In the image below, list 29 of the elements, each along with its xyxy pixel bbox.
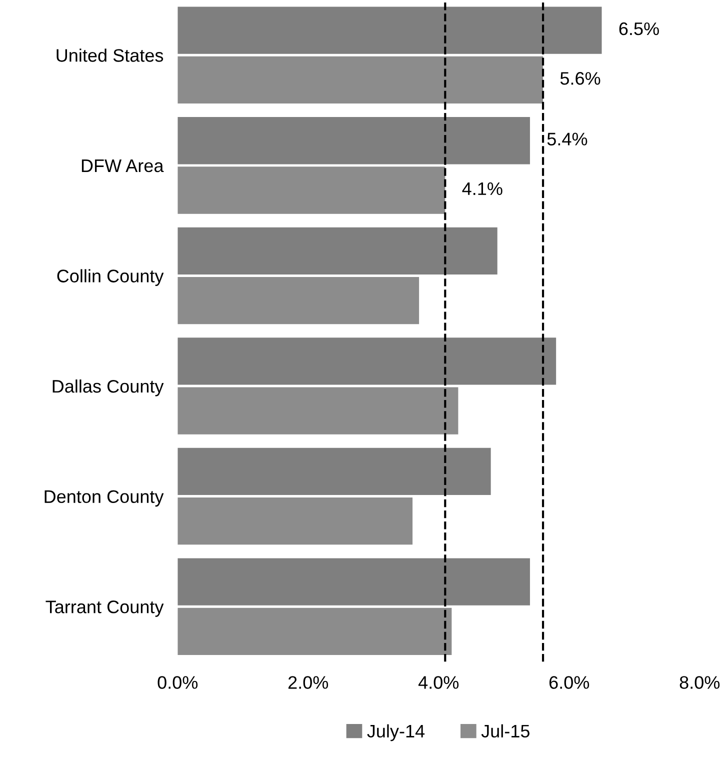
bar xyxy=(178,387,458,434)
data-label: 5.4% xyxy=(547,132,588,146)
bar xyxy=(178,448,491,496)
x-tick-label: 2.0% xyxy=(288,676,328,689)
bar xyxy=(178,227,498,274)
bar xyxy=(178,6,602,54)
bar xyxy=(178,498,413,545)
x-tick-label: 8.0% xyxy=(680,676,720,689)
bar xyxy=(178,338,556,385)
x-tick-label: 4.0% xyxy=(418,676,459,689)
data-label: 6.5% xyxy=(619,22,659,36)
y-tick-label: United States xyxy=(56,48,164,62)
y-tick-label: Collin County xyxy=(57,269,164,286)
bar xyxy=(178,608,452,655)
bar xyxy=(178,117,530,164)
data-label: 5.6% xyxy=(560,72,600,85)
bar xyxy=(178,166,446,214)
data-label: 4.1% xyxy=(462,182,502,196)
legend-label: July-14 xyxy=(367,724,425,742)
bar xyxy=(178,56,544,104)
y-tick-label: DFW Area xyxy=(82,160,164,172)
bar xyxy=(178,558,530,606)
bar xyxy=(178,276,420,324)
y-tick-label: Denton County xyxy=(44,490,164,507)
y-tick-label: Dallas County xyxy=(52,379,164,396)
x-tick-label: 6.0% xyxy=(549,676,590,689)
legend-label: Jul-15 xyxy=(481,724,530,738)
x-tick-label: 0.0% xyxy=(158,676,198,689)
y-tick-label: Tarrant County xyxy=(46,600,164,617)
